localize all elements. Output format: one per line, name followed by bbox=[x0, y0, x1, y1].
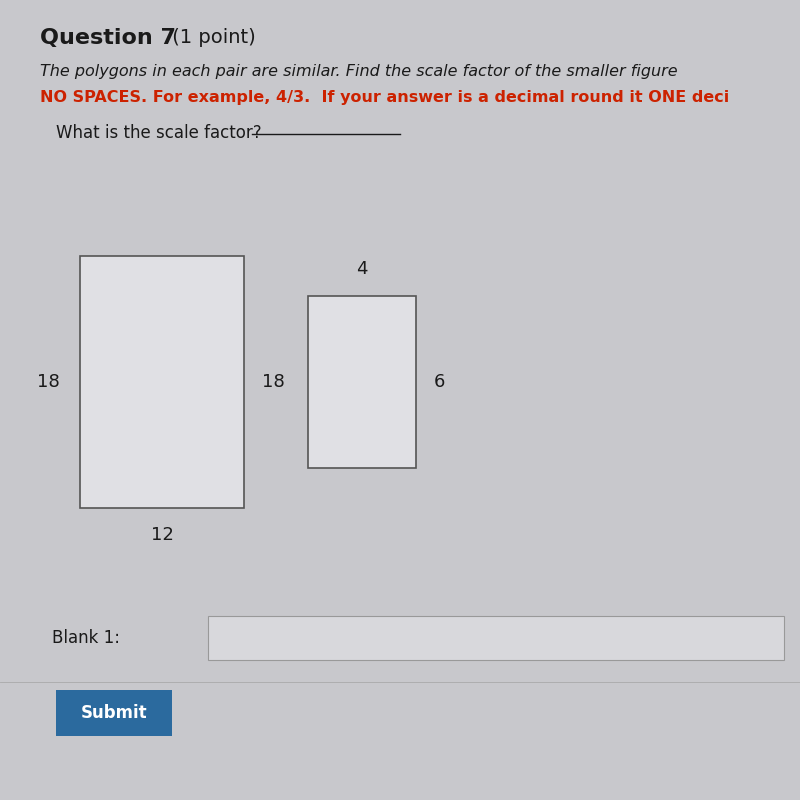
Text: (1 point): (1 point) bbox=[166, 28, 256, 47]
Text: Submit: Submit bbox=[81, 704, 147, 722]
Bar bbox=[308, 296, 416, 468]
Text: The polygons in each pair are similar. Find the scale factor of the smaller figu: The polygons in each pair are similar. F… bbox=[40, 64, 678, 79]
Text: 4: 4 bbox=[356, 261, 368, 278]
Bar bbox=[80, 256, 244, 508]
Text: 12: 12 bbox=[150, 526, 174, 544]
Bar bbox=[56, 690, 172, 736]
Text: NO SPACES. For example, 4/3.  If your answer is a decimal round it ONE deci: NO SPACES. For example, 4/3. If your ans… bbox=[40, 90, 730, 105]
Text: 6: 6 bbox=[434, 373, 445, 391]
Text: What is the scale factor?: What is the scale factor? bbox=[56, 124, 262, 142]
Bar bbox=[208, 616, 784, 660]
Text: 18: 18 bbox=[38, 373, 60, 391]
Text: Question 7: Question 7 bbox=[40, 28, 176, 48]
Text: 18: 18 bbox=[262, 373, 284, 391]
Text: Blank 1:: Blank 1: bbox=[52, 629, 120, 647]
